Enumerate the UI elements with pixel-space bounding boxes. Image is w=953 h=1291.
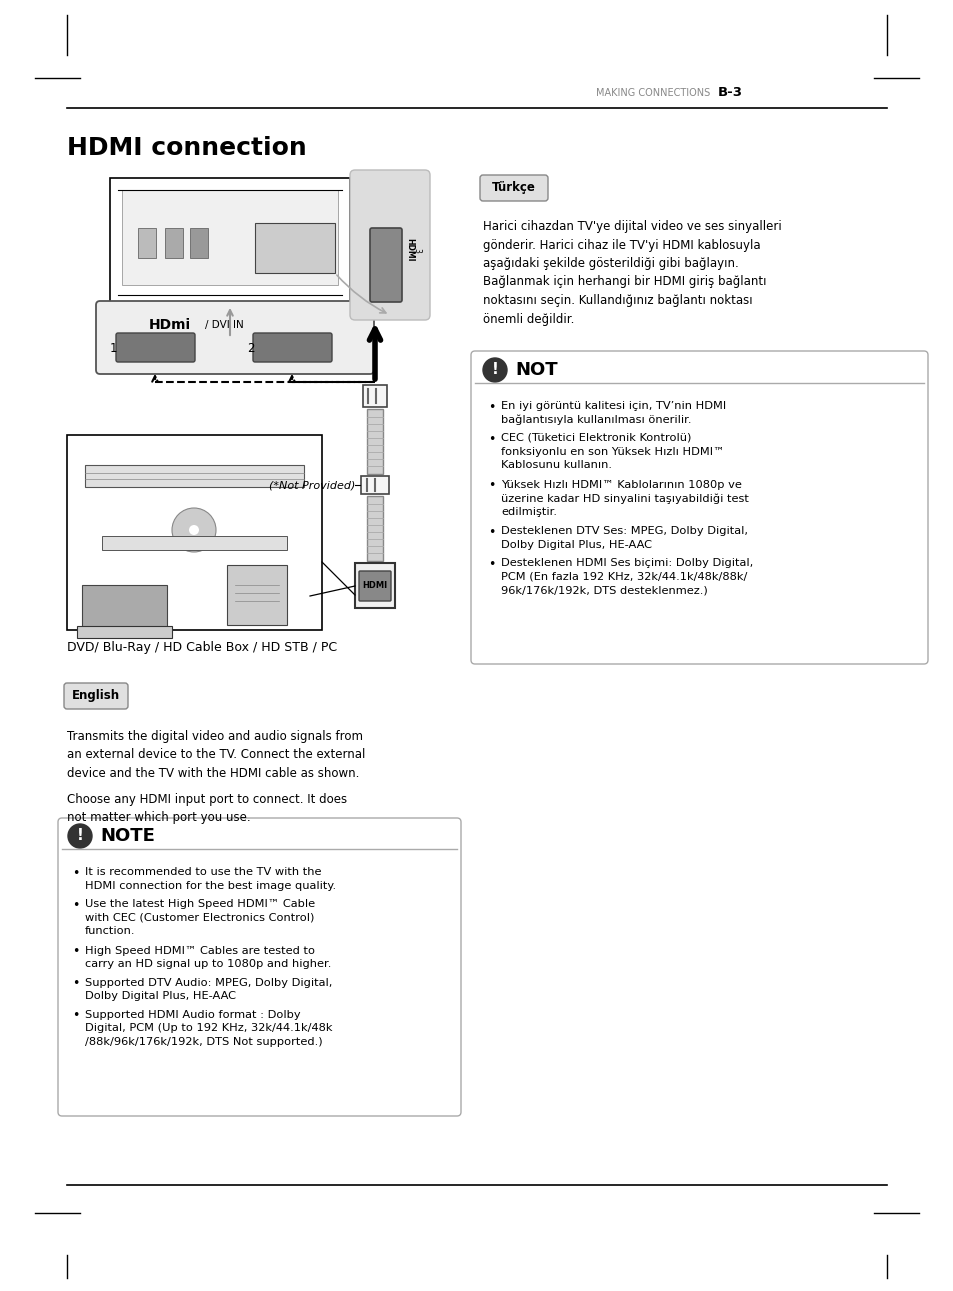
FancyBboxPatch shape [110, 178, 350, 303]
Text: Choose any HDMI input port to connect. It does
not matter which port you use.: Choose any HDMI input port to connect. I… [67, 793, 347, 825]
FancyBboxPatch shape [138, 229, 156, 258]
FancyBboxPatch shape [350, 170, 430, 320]
FancyBboxPatch shape [165, 229, 183, 258]
Text: 2: 2 [247, 342, 254, 355]
FancyBboxPatch shape [82, 585, 167, 630]
FancyBboxPatch shape [479, 176, 547, 201]
FancyBboxPatch shape [116, 333, 194, 361]
Text: Desteklenen HDMI Ses biçimi: Dolby Digital,
PCM (En fazla 192 KHz, 32k/44.1k/48k: Desteklenen HDMI Ses biçimi: Dolby Digit… [500, 558, 753, 595]
Text: Desteklenen DTV Ses: MPEG, Dolby Digital,
Dolby Digital Plus, HE-AAC: Desteklenen DTV Ses: MPEG, Dolby Digital… [500, 525, 747, 550]
Circle shape [172, 507, 215, 553]
Text: 1: 1 [110, 342, 117, 355]
FancyBboxPatch shape [367, 409, 382, 474]
FancyBboxPatch shape [122, 190, 337, 285]
FancyBboxPatch shape [64, 683, 128, 709]
FancyBboxPatch shape [355, 563, 395, 608]
Text: Yüksek Hızlı HDMI™ Kablolarının 1080p ve
üzerine kadar HD sinyalini taşıyabildiğ: Yüksek Hızlı HDMI™ Kablolarının 1080p ve… [500, 479, 748, 518]
Circle shape [482, 358, 506, 382]
Text: En iyi görüntü kalitesi için, TV’nin HDMI
bağlantısıyla kullanılması önerilir.: En iyi görüntü kalitesi için, TV’nin HDM… [500, 402, 725, 425]
Text: NOT: NOT [515, 361, 558, 380]
Text: Harici cihazdan TV'ye dijital video ve ses sinyalleri
gönderir. Harici cihaz ile: Harici cihazdan TV'ye dijital video ve s… [482, 219, 781, 325]
Text: •: • [71, 868, 79, 880]
Text: High Speed HDMI™ Cables are tested to
carry an HD signal up to 1080p and higher.: High Speed HDMI™ Cables are tested to ca… [85, 945, 331, 970]
Text: !: ! [76, 829, 83, 843]
Text: HDMI: HDMI [362, 581, 387, 590]
FancyBboxPatch shape [77, 626, 172, 638]
FancyBboxPatch shape [67, 435, 322, 630]
Text: NOTE: NOTE [100, 828, 154, 846]
Text: Transmits the digital video and audio signals from
an external device to the TV.: Transmits the digital video and audio si… [67, 729, 365, 780]
Text: !: ! [491, 363, 497, 377]
Text: Supported HDMI Audio format : Dolby
Digital, PCM (Up to 192 KHz, 32k/44.1k/48k
/: Supported HDMI Audio format : Dolby Digi… [85, 1010, 333, 1047]
FancyBboxPatch shape [190, 229, 208, 258]
Text: (*Not Provided): (*Not Provided) [269, 480, 355, 491]
Text: CEC (Tüketici Elektronik Kontrolü)
fonksiyonlu en son Yüksek Hızlı HDMI™
Kablosu: CEC (Tüketici Elektronik Kontrolü) fonks… [500, 432, 723, 470]
Text: •: • [71, 945, 79, 958]
FancyBboxPatch shape [363, 385, 387, 407]
FancyBboxPatch shape [358, 571, 391, 602]
Text: •: • [71, 977, 79, 990]
FancyBboxPatch shape [96, 301, 374, 374]
Text: •: • [71, 1010, 79, 1022]
Text: MAKING CONNECTIONS: MAKING CONNECTIONS [595, 88, 709, 98]
Text: •: • [488, 558, 495, 571]
Text: •: • [488, 432, 495, 445]
FancyBboxPatch shape [367, 496, 382, 562]
Text: DVD/ Blu-Ray / HD Cable Box / HD STB / PC: DVD/ Blu-Ray / HD Cable Box / HD STB / P… [67, 642, 336, 655]
Text: •: • [488, 525, 495, 540]
FancyBboxPatch shape [102, 536, 287, 550]
Text: English: English [71, 689, 120, 702]
Text: / DVI IN: / DVI IN [205, 320, 244, 330]
FancyBboxPatch shape [254, 223, 335, 272]
Text: •: • [488, 402, 495, 414]
FancyBboxPatch shape [370, 229, 401, 302]
Text: •: • [71, 899, 79, 911]
Text: HDmi: HDmi [149, 318, 191, 332]
Text: HDMI connection: HDMI connection [67, 136, 307, 160]
FancyBboxPatch shape [85, 465, 304, 487]
FancyBboxPatch shape [58, 818, 460, 1115]
Circle shape [189, 525, 199, 534]
Text: HDMI: HDMI [405, 239, 414, 262]
FancyBboxPatch shape [227, 565, 287, 625]
Text: It is recommended to use the TV with the
HDMI connection for the best image qual: It is recommended to use the TV with the… [85, 868, 335, 891]
FancyBboxPatch shape [253, 333, 332, 361]
Text: B-3: B-3 [718, 86, 742, 99]
Text: Use the latest High Speed HDMI™ Cable
with CEC (Customer Electronics Control)
fu: Use the latest High Speed HDMI™ Cable wi… [85, 899, 314, 936]
Circle shape [68, 824, 91, 848]
Text: 3: 3 [412, 248, 421, 253]
Text: •: • [488, 479, 495, 492]
Text: Türkçe: Türkçe [492, 182, 536, 195]
FancyBboxPatch shape [360, 476, 389, 494]
FancyBboxPatch shape [471, 351, 927, 664]
Text: Supported DTV Audio: MPEG, Dolby Digital,
Dolby Digital Plus, HE-AAC: Supported DTV Audio: MPEG, Dolby Digital… [85, 977, 332, 1001]
